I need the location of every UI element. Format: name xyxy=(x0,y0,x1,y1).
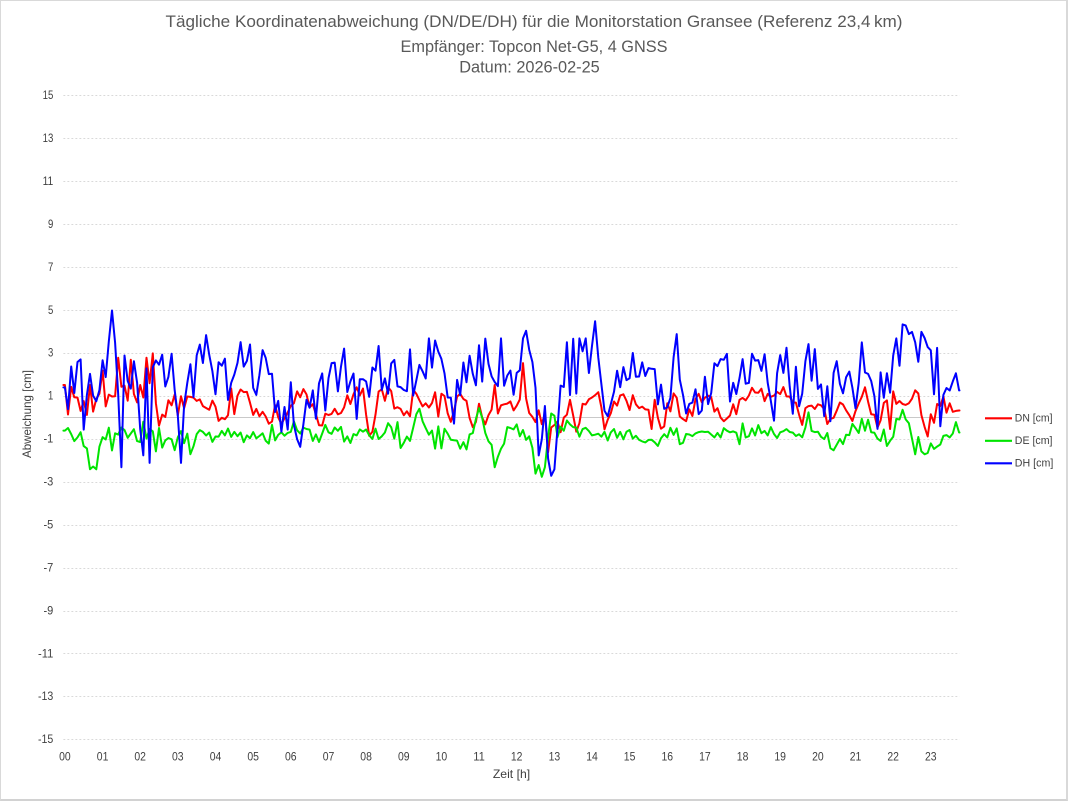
svg-text:19: 19 xyxy=(774,750,786,763)
svg-text:12: 12 xyxy=(511,750,523,763)
svg-text:Abweichung [cm]: Abweichung [cm] xyxy=(20,370,34,458)
svg-text:-9: -9 xyxy=(44,604,54,617)
svg-text:Zeit [h]: Zeit [h] xyxy=(493,767,530,781)
svg-text:22: 22 xyxy=(887,750,899,763)
svg-text:11: 11 xyxy=(473,750,485,763)
svg-text:-1: -1 xyxy=(44,433,54,446)
svg-text:15: 15 xyxy=(43,89,54,102)
svg-text:-3: -3 xyxy=(44,476,54,489)
svg-text:Datum: 2026-02-25: Datum: 2026-02-25 xyxy=(459,57,600,76)
svg-text:02: 02 xyxy=(134,750,146,763)
svg-text:06: 06 xyxy=(285,750,297,763)
svg-text:7: 7 xyxy=(48,261,53,274)
svg-text:-13: -13 xyxy=(38,690,53,703)
svg-text:-11: -11 xyxy=(38,647,53,660)
svg-text:1: 1 xyxy=(48,390,53,403)
svg-text:-15: -15 xyxy=(38,733,53,746)
svg-text:21: 21 xyxy=(850,750,862,763)
svg-text:16: 16 xyxy=(662,750,674,763)
svg-text:DE [cm]: DE [cm] xyxy=(1015,435,1053,447)
svg-text:DN [cm]: DN [cm] xyxy=(1015,413,1053,425)
svg-text:17: 17 xyxy=(699,750,711,763)
svg-text:18: 18 xyxy=(737,750,749,763)
svg-text:03: 03 xyxy=(172,750,184,763)
svg-text:00: 00 xyxy=(59,750,71,763)
svg-text:9: 9 xyxy=(48,218,53,231)
svg-text:13: 13 xyxy=(549,750,561,763)
svg-text:Tägliche Koordinatenabweichung: Tägliche Koordinatenabweichung (DN/DE/DH… xyxy=(166,12,903,31)
svg-text:20: 20 xyxy=(812,750,824,763)
svg-text:-5: -5 xyxy=(44,518,54,531)
svg-text:23: 23 xyxy=(925,750,937,763)
svg-text:08: 08 xyxy=(360,750,372,763)
svg-text:Empfänger: Topcon Net-G5, 4 GN: Empfänger: Topcon Net-G5, 4 GNSS xyxy=(401,37,668,56)
svg-text:01: 01 xyxy=(97,750,109,763)
svg-text:04: 04 xyxy=(210,750,222,763)
svg-text:15: 15 xyxy=(624,750,636,763)
svg-text:5: 5 xyxy=(48,304,53,317)
svg-text:3: 3 xyxy=(48,347,53,360)
svg-text:09: 09 xyxy=(398,750,410,763)
svg-text:10: 10 xyxy=(436,750,448,763)
svg-text:05: 05 xyxy=(247,750,259,763)
svg-text:07: 07 xyxy=(323,750,335,763)
svg-text:DH [cm]: DH [cm] xyxy=(1015,458,1054,470)
svg-text:-7: -7 xyxy=(44,561,54,574)
svg-text:11: 11 xyxy=(43,175,54,188)
svg-text:14: 14 xyxy=(586,750,598,763)
svg-text:13: 13 xyxy=(43,132,54,145)
